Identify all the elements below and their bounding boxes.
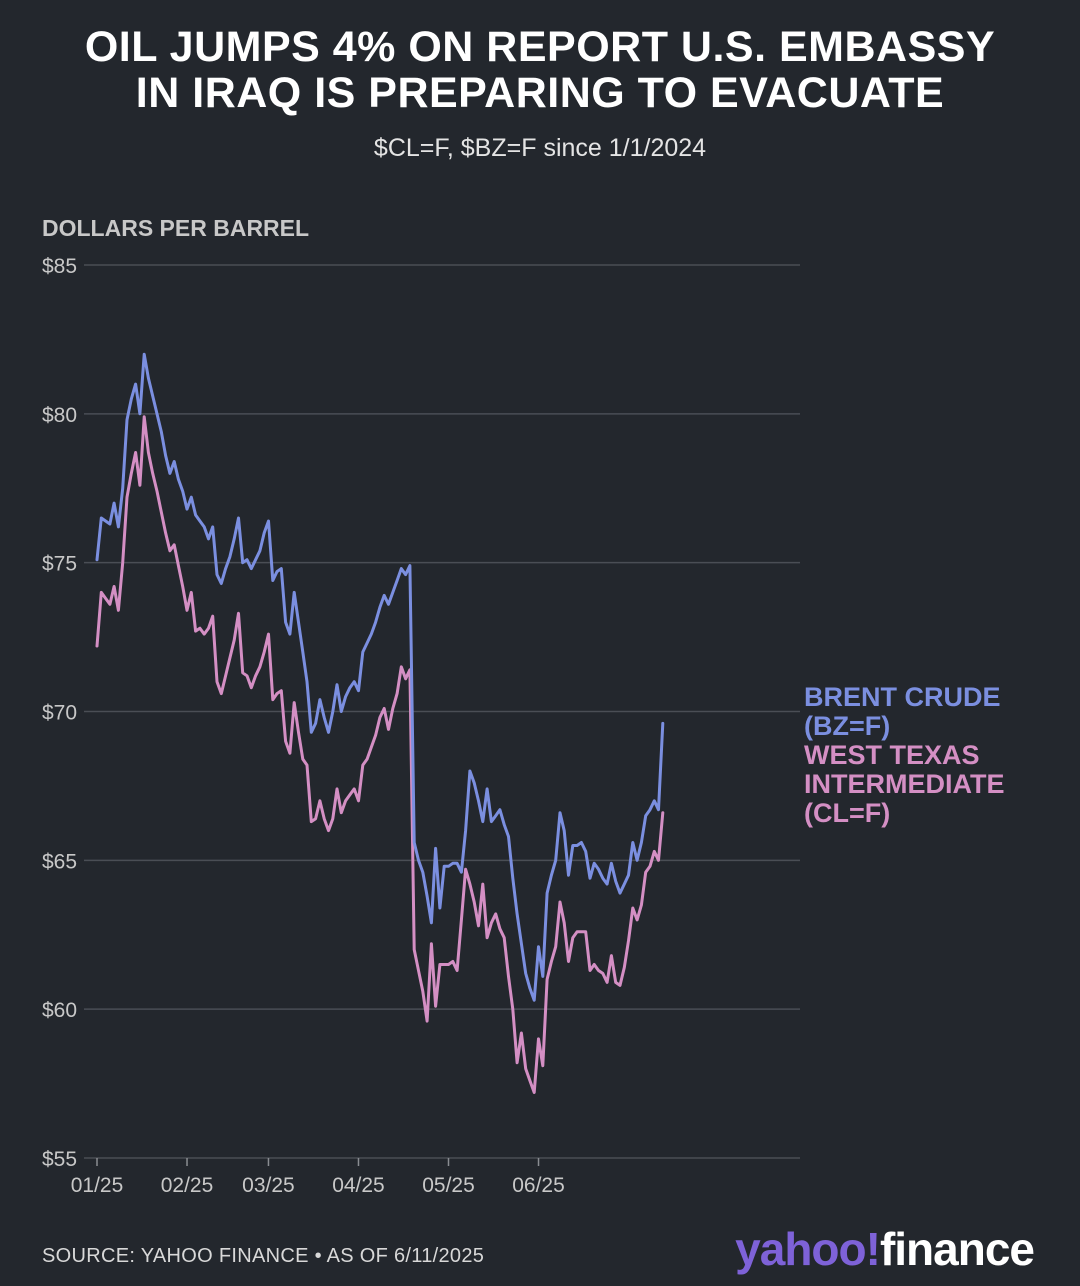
title-line-1: OIL JUMPS 4% ON REPORT U.S. EMBASSY <box>84 23 996 71</box>
x-tick-label: 01/25 <box>71 1174 124 1197</box>
chart-title: OIL JUMPS 4% ON REPORT U.S. EMBASSY IN I… <box>0 24 1080 116</box>
series-line-wti <box>95 415 665 1094</box>
y-axis-label: DOLLARS PER BARREL <box>42 215 309 241</box>
series-label-wti: WEST TEXAS <box>804 740 980 770</box>
series-label-wti: INTERMEDIATE <box>804 769 1005 799</box>
series-label-wti: (CL=F) <box>804 798 890 828</box>
y-tick-label: $70 <box>42 702 77 725</box>
y-tick-label: $75 <box>42 553 77 576</box>
y-tick-label: $80 <box>42 404 77 427</box>
series-label-brent: BRENT CRUDE <box>804 682 1001 712</box>
y-tick-label: $55 <box>42 1148 77 1171</box>
y-tick-label: $60 <box>42 999 77 1022</box>
logo-finance: finance <box>879 1223 1035 1275</box>
series-label-brent: (BZ=F) <box>804 711 890 741</box>
source-note: SOURCE: YAHOO FINANCE • AS OF 6/11/2025 <box>42 1245 485 1267</box>
x-tick-label: 06/25 <box>512 1174 565 1197</box>
x-tick-label: 02/25 <box>161 1174 214 1197</box>
x-tick-label: 04/25 <box>332 1174 385 1197</box>
logo-yahoo: yahoo! <box>735 1223 881 1275</box>
title-line-2: IN IRAQ IS PREPARING TO EVACUATE <box>135 69 945 117</box>
chart-subtitle: $CL=F, $BZ=F since 1/1/2024 <box>373 134 707 162</box>
y-tick-label: $85 <box>42 255 77 278</box>
y-tick-label: $65 <box>42 850 77 873</box>
series-line-brent <box>95 352 665 1002</box>
x-tick-label: 05/25 <box>422 1174 475 1197</box>
yahoo-finance-logo: yahoo!finance <box>735 1223 1035 1275</box>
line-chart: DOLLARS PER BARREL $55 $60 $65 $70 $75 $80 $85 0… <box>42 215 1005 1197</box>
x-tick-label: 03/25 <box>242 1174 295 1197</box>
